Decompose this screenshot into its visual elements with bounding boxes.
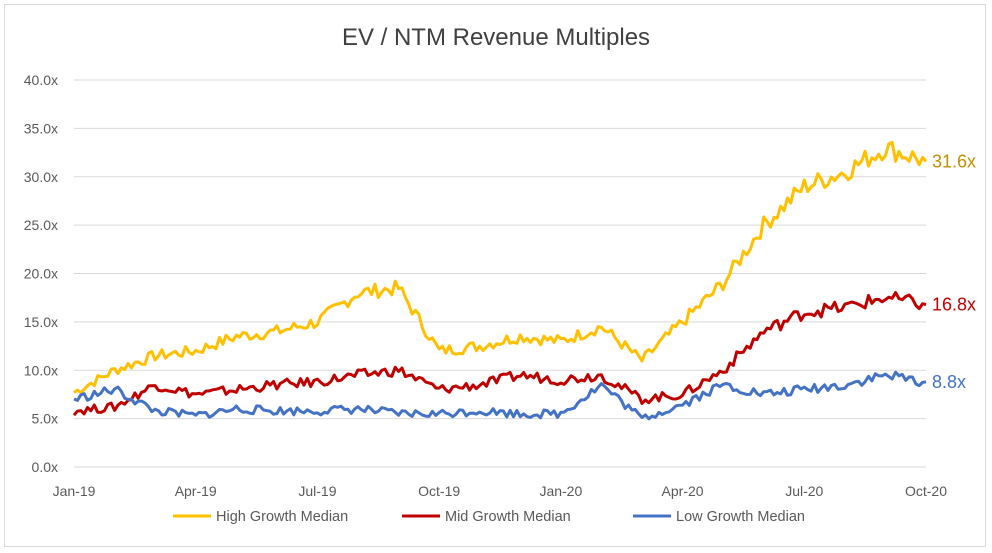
x-axis-ticks: Jan-19 Apr-19 Jul-19 Oct-19 Jan-20 Apr-20 Jul-… <box>53 483 948 499</box>
legend-label: Low Growth Median <box>676 509 805 525</box>
series-line-high-growth-median <box>73 140 928 394</box>
y-axis-ticks: 0.0x 5.0x 10.0x 15.0x 20.0x 25.0x 30.0x 35.0x 40… <box>24 72 58 475</box>
y-tick-label: 20.0x <box>24 266 58 282</box>
y-tick-label: 15.0x <box>24 314 58 330</box>
y-tick-label: 30.0x <box>24 169 58 185</box>
chart-frame <box>4 4 986 547</box>
x-tick-label: Jan-19 <box>53 483 96 499</box>
chart-title: EV / NTM Revenue Multiples <box>341 24 651 51</box>
series-line-low-growth-median <box>73 370 927 421</box>
y-tick-label: 35.0x <box>24 120 58 136</box>
y-tick-label: 40.0x <box>24 72 58 88</box>
x-tick-label: Apr-19 <box>175 483 217 499</box>
y-tick-label: 0.0x <box>32 459 58 475</box>
x-tick-label: Oct-20 <box>905 483 947 499</box>
x-tick-label: Oct-19 <box>418 483 460 499</box>
legend-label: High Growth Median <box>216 509 348 525</box>
x-tick-label: Jul-20 <box>785 483 823 499</box>
y-tick-label: 5.0x <box>32 411 58 427</box>
series-lines <box>72 140 928 421</box>
y-tick-label: 10.0x <box>24 362 58 378</box>
series-line-mid-growth-median <box>72 291 927 417</box>
x-tick-label: Apr-20 <box>662 483 704 499</box>
gridlines <box>74 79 926 468</box>
legend: High Growth Median Mid Growth Median Low G… <box>173 509 805 525</box>
end-value-label: 31.6x <box>932 151 976 171</box>
end-value-label: 16.8x <box>932 294 976 314</box>
x-tick-label: Jul-19 <box>298 483 336 499</box>
x-tick-label: Jan-20 <box>539 483 582 499</box>
end-value-label: 8.8x <box>932 372 966 392</box>
y-tick-label: 25.0x <box>24 217 58 233</box>
legend-label: Mid Growth Median <box>445 509 571 525</box>
end-labels: 31.6x 16.8x 8.8x <box>932 151 976 392</box>
